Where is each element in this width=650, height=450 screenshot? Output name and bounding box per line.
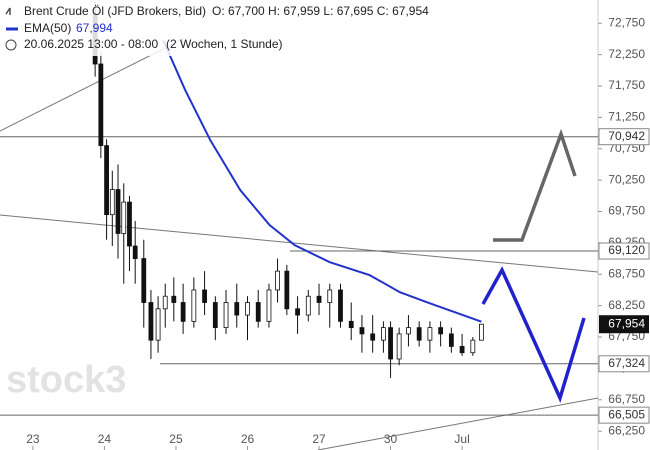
- level-label: 67,324: [608, 356, 645, 370]
- candle-body: [255, 302, 261, 322]
- x-tick-label: 26: [241, 432, 255, 446]
- price-labels: 70,942 69,120 67,324 66,505 67,954: [598, 128, 650, 424]
- legend-ema-value: 67,994: [76, 21, 113, 35]
- candle-body: [121, 201, 127, 234]
- candle-body: [109, 189, 115, 216]
- x-tick-label: Jul: [454, 432, 469, 446]
- candle-body: [202, 289, 207, 303]
- candle-body: [316, 295, 322, 303]
- legend-ema: EMA(50): [24, 21, 71, 35]
- candle-body: [479, 323, 484, 341]
- last-price-box: [599, 315, 649, 334]
- level-label: 69,120: [608, 243, 645, 257]
- candle-body: [388, 327, 393, 360]
- candle-body: [141, 258, 147, 303]
- candle-body: [148, 302, 154, 341]
- legend-ohlc: O: 67,700 H: 67,959 L: 67,695 C: 67,954: [212, 4, 429, 18]
- level-label-box: [598, 406, 650, 424]
- legend-clock: [5, 39, 17, 51]
- y-tick-label: 66,250: [608, 423, 645, 437]
- candle-body: [180, 302, 186, 322]
- trend-line: [317, 397, 599, 450]
- candle-body: [266, 289, 272, 322]
- projection-path: [493, 128, 577, 242]
- y-tick-label: 71,750: [608, 78, 645, 92]
- candle-body: [191, 289, 197, 322]
- candle-body: [427, 327, 433, 341]
- candle-body: [223, 302, 229, 329]
- watermark: stock3: [6, 359, 126, 401]
- candle-body: [104, 145, 109, 216]
- candle-body: [406, 327, 411, 335]
- legend-title: Brent Crude Öl (JFD Brokers, Bid): [24, 4, 206, 18]
- y-tick-label: 72,750: [608, 15, 645, 29]
- x-tick-label: 30: [384, 432, 398, 446]
- candle-body: [171, 295, 177, 303]
- x-tick-label: 23: [26, 432, 40, 446]
- candle-body: [115, 189, 121, 234]
- level-label: 70,942: [608, 129, 645, 143]
- trend-line: [0, 214, 599, 273]
- candle-body: [127, 201, 132, 247]
- candle-body: [438, 327, 444, 335]
- y-tick-label: 68,750: [608, 266, 645, 280]
- projection-path: [481, 266, 586, 403]
- x-tick-label: 24: [98, 432, 112, 446]
- candle-body: [234, 302, 240, 316]
- x-tick-label: 25: [169, 432, 183, 446]
- y-tick-label: 69,750: [608, 204, 645, 218]
- legend-date: 20.06.2025 13:00 - 08:00: [24, 37, 158, 51]
- candle-body: [305, 295, 311, 316]
- legend-period: (2 Wochen, 1 Stunde): [166, 37, 283, 51]
- legend-bg: [0, 0, 440, 56]
- candle-body: [338, 289, 343, 322]
- axis-group: 72,75072,25071,75071,25070,75070,25069,7…: [26, 0, 645, 450]
- candle-body: [348, 320, 354, 329]
- candle-body: [162, 295, 168, 310]
- y-tick-label: 72,250: [608, 47, 645, 61]
- y-tick-label: 66,750: [608, 392, 645, 406]
- last-price-label: 67,954: [608, 316, 645, 330]
- level-label-box: [598, 128, 650, 146]
- candle-body: [155, 308, 161, 341]
- candle-body: [359, 327, 365, 335]
- candle-body: [245, 302, 250, 316]
- candle-body: [370, 333, 376, 341]
- level-label: 66,505: [608, 407, 645, 421]
- candle-body: [459, 346, 465, 354]
- y-tick-label: 70,250: [608, 172, 645, 186]
- level-label-box: [598, 242, 650, 260]
- candle-body: [212, 302, 218, 329]
- candle-body: [416, 327, 422, 341]
- candle-body: [448, 333, 454, 347]
- ema-line: [162, 39, 482, 323]
- candle-body: [327, 289, 333, 303]
- candle-body: [284, 270, 290, 310]
- candle-body: [295, 308, 300, 316]
- candle-body: [396, 333, 402, 360]
- candle-body: [275, 270, 280, 291]
- level-label-box: [598, 355, 650, 373]
- y-tick-label: 68,250: [608, 298, 645, 312]
- candle-body: [98, 63, 104, 147]
- candle-body: [381, 327, 386, 341]
- candle-body: [132, 245, 138, 259]
- y-tick-label: 71,250: [608, 110, 645, 124]
- candle-body: [470, 339, 476, 354]
- x-tick-label: 27: [312, 432, 326, 446]
- legend-icon: [5, 7, 11, 15]
